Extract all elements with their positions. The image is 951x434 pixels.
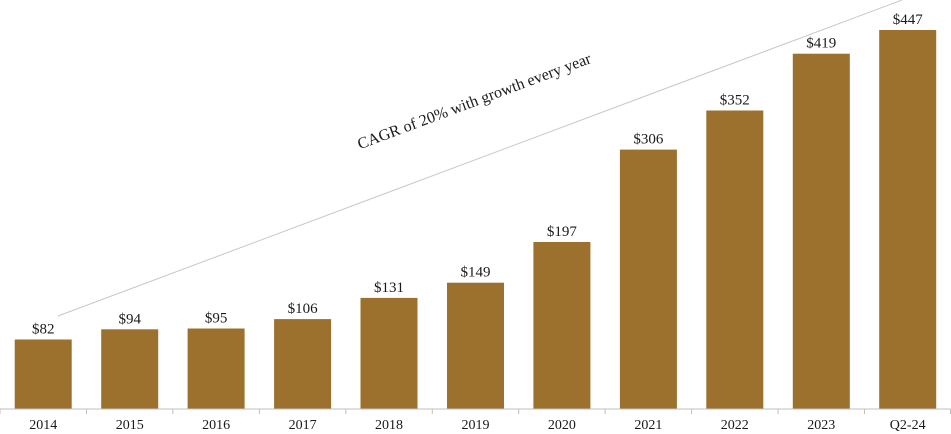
bar-2022 (706, 110, 764, 409)
x-tick-label-2015: 2015 (116, 418, 144, 433)
value-label-2018: $131 (374, 280, 404, 296)
bar-2014 (14, 339, 72, 409)
x-tick-label-2017: 2017 (289, 418, 317, 433)
x-ticks-group (0, 409, 951, 414)
bar-2016 (187, 328, 245, 409)
bars-group (14, 30, 937, 409)
value-label-2022: $352 (720, 93, 750, 109)
x-tick-label-2021: 2021 (634, 418, 662, 433)
x-tick-label-2020: 2020 (548, 418, 576, 433)
value-label-2023: $419 (806, 36, 836, 52)
bar-2021 (619, 149, 677, 409)
value-label-Q2-24: $447 (893, 12, 924, 28)
value-label-2014: $82 (32, 322, 55, 338)
value-labels-group: $82 $94 $95 $106 $131 $149 $197 $306 $352 $419 $44… (32, 12, 923, 338)
x-tick-label-2022: 2022 (721, 418, 749, 433)
value-label-2015: $94 (118, 311, 141, 327)
value-label-2017: $106 (288, 301, 319, 317)
x-tick-label-2016: 2016 (202, 418, 230, 433)
x-tick-label-Q2-24: Q2-24 (890, 418, 926, 433)
bar-2023 (792, 53, 850, 409)
value-label-2021: $306 (633, 132, 664, 148)
value-label-2019: $149 (461, 265, 491, 281)
bar-2017 (274, 319, 332, 409)
x-tick-label-2019: 2019 (462, 418, 490, 433)
value-label-2020: $197 (547, 224, 578, 240)
x-tick-labels-group: 2014 2015 2016 2017 2018 2019 2020 2021 2022 2023… (29, 418, 925, 433)
cagr-annotation: CAGR of 20% with growth every year (355, 50, 594, 153)
bar-2020 (533, 242, 591, 409)
x-tick-label-2018: 2018 (375, 418, 403, 433)
x-tick-label-2023: 2023 (807, 418, 835, 433)
bar-2018 (360, 297, 418, 409)
cagr-trend-line (57, 0, 903, 317)
value-label-2016: $95 (205, 311, 228, 327)
bar-Q2-24 (879, 30, 937, 409)
bar-2015 (101, 329, 159, 409)
bar-2019 (447, 282, 504, 409)
x-tick-label-2014: 2014 (29, 418, 57, 433)
